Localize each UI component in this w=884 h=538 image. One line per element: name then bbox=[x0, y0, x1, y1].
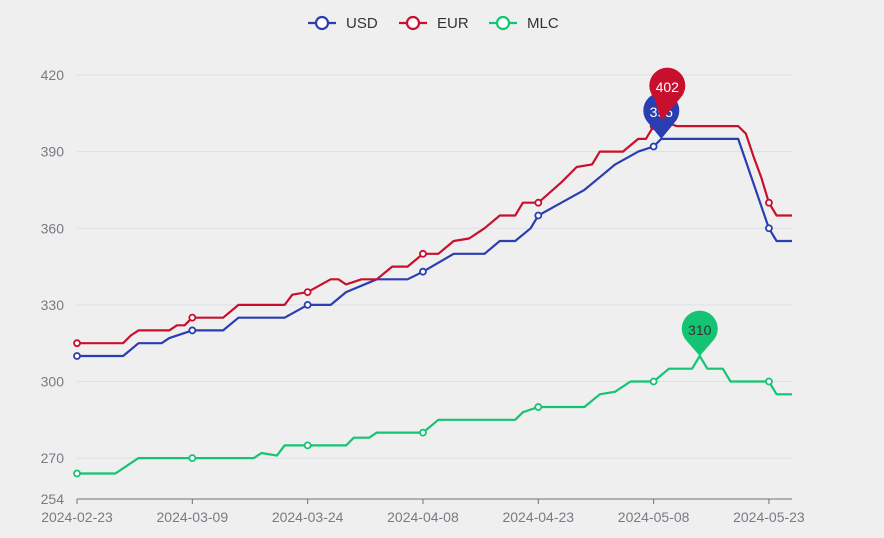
grid-lines bbox=[77, 74, 792, 459]
data-point-eur[interactable] bbox=[188, 313, 197, 322]
max-pin-mlc bbox=[681, 310, 718, 356]
data-point-usd[interactable] bbox=[765, 224, 773, 233]
legend-item-mlc[interactable]: MLC bbox=[489, 15, 559, 32]
legend-item-usd[interactable]: USD bbox=[308, 15, 378, 32]
data-point-mlc[interactable] bbox=[649, 377, 658, 386]
x-tick-label: 2024-05-08 bbox=[618, 509, 690, 525]
data-point-eur[interactable] bbox=[73, 339, 81, 348]
data-point-eur[interactable] bbox=[765, 198, 773, 207]
max-pin-label-eur: 402 bbox=[656, 79, 680, 95]
data-point-usd[interactable] bbox=[188, 326, 197, 335]
legend-item-eur[interactable]: EUR bbox=[399, 15, 469, 32]
data-point-usd[interactable] bbox=[303, 300, 312, 309]
data-point-usd[interactable] bbox=[73, 352, 81, 360]
axes: 254 270 300 330 360 390 420 2024-02-23 2024-03-0… bbox=[41, 67, 805, 525]
max-value-pins: 395402310 bbox=[643, 67, 718, 356]
x-tick-label: 2024-02-23 bbox=[41, 509, 113, 525]
data-point-usd[interactable] bbox=[419, 267, 427, 276]
data-point-usd[interactable] bbox=[534, 211, 543, 220]
series-line-eur bbox=[77, 119, 792, 345]
data-point-eur[interactable] bbox=[534, 198, 543, 207]
data-point-eur[interactable] bbox=[303, 288, 312, 297]
legend-swatch-marker-usd bbox=[314, 15, 330, 31]
y-tick-label: 300 bbox=[41, 374, 65, 390]
legend-label-mlc: MLC bbox=[527, 15, 559, 32]
x-tick-label: 2024-04-23 bbox=[502, 509, 574, 525]
y-tick-label: 270 bbox=[41, 450, 65, 466]
y-tick-label: 390 bbox=[41, 144, 65, 160]
x-tick-label: 2024-05-23 bbox=[733, 509, 805, 525]
y-tick-label: 330 bbox=[41, 297, 65, 313]
data-point-mlc[interactable] bbox=[188, 454, 197, 463]
y-tick-label: 360 bbox=[41, 220, 65, 236]
y-tick-label: 420 bbox=[41, 67, 65, 83]
legend-label-eur: EUR bbox=[437, 15, 469, 32]
x-tick-label: 2024-04-08 bbox=[387, 509, 459, 525]
legend-swatch-marker-eur bbox=[405, 15, 421, 31]
data-point-mlc[interactable] bbox=[765, 377, 773, 386]
data-point-mlc[interactable] bbox=[303, 441, 312, 450]
max-pin-label-mlc: 310 bbox=[688, 322, 712, 338]
x-tick-label: 2024-03-24 bbox=[272, 509, 344, 525]
series-layer bbox=[73, 119, 792, 478]
y-tick-label: 254 bbox=[41, 491, 65, 507]
data-point-mlc[interactable] bbox=[419, 428, 427, 437]
series-line-mlc bbox=[77, 354, 792, 475]
legend-label-usd: USD bbox=[346, 15, 378, 32]
x-tick-label: 2024-03-09 bbox=[157, 509, 229, 525]
max-pin-eur bbox=[649, 67, 686, 121]
legend-swatch-marker-mlc bbox=[495, 15, 511, 31]
data-point-eur[interactable] bbox=[419, 249, 427, 258]
legend[interactable]: USD EUR MLC bbox=[308, 15, 559, 32]
data-point-usd[interactable] bbox=[649, 142, 658, 151]
data-point-mlc[interactable] bbox=[73, 469, 81, 478]
data-point-mlc[interactable] bbox=[534, 403, 543, 411]
